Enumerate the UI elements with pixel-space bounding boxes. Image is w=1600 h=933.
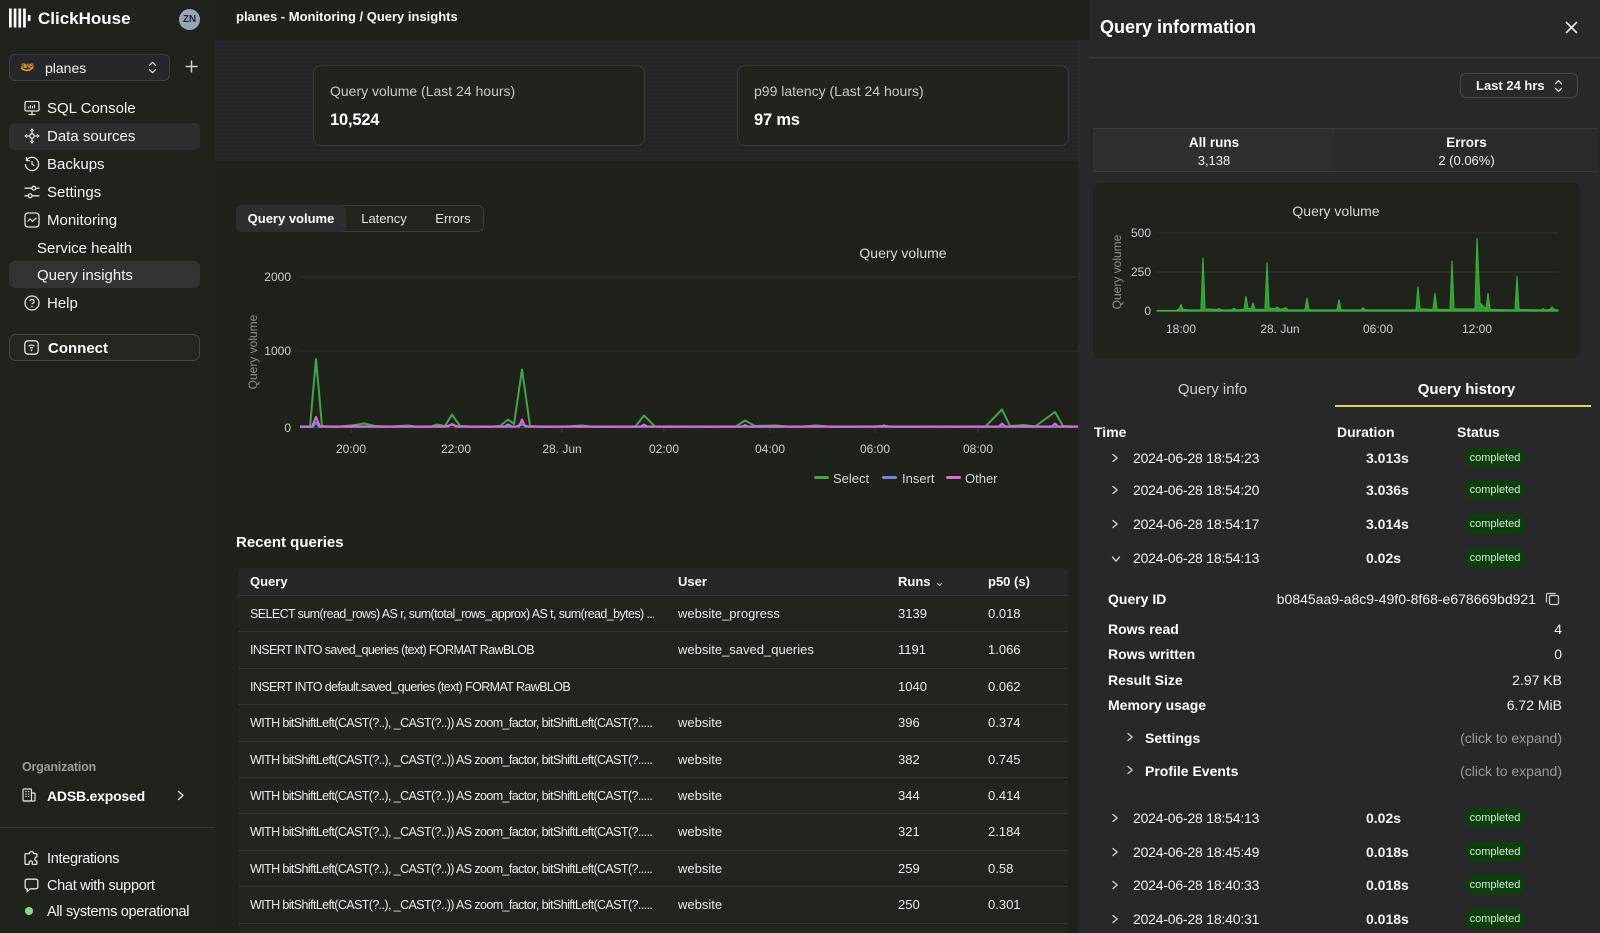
- svg-text:18:00: 18:00: [1166, 322, 1196, 336]
- svg-text:22:00: 22:00: [441, 442, 471, 456]
- svg-text:2000: 2000: [264, 270, 291, 284]
- svg-text:0: 0: [1144, 304, 1151, 318]
- svg-text:06:00: 06:00: [860, 442, 890, 456]
- svg-text:20:00: 20:00: [336, 442, 366, 456]
- svg-text:06:00: 06:00: [1363, 322, 1393, 336]
- svg-text:08:00: 08:00: [963, 442, 993, 456]
- svg-text:Select: Select: [833, 471, 870, 486]
- svg-text:500: 500: [1131, 226, 1151, 240]
- svg-text:1000: 1000: [264, 344, 291, 358]
- svg-text:0: 0: [284, 421, 291, 435]
- svg-text:Query volume: Query volume: [859, 245, 946, 261]
- svg-text:28. Jun: 28. Jun: [542, 442, 581, 456]
- svg-text:Insert: Insert: [902, 471, 935, 486]
- svg-text:12:00: 12:00: [1462, 322, 1492, 336]
- svg-text:28. Jun: 28. Jun: [1260, 322, 1299, 336]
- svg-text:Query volume: Query volume: [1292, 203, 1379, 219]
- svg-text:Other: Other: [965, 471, 998, 486]
- svg-text:Query volume: Query volume: [1110, 234, 1124, 309]
- svg-text:250: 250: [1131, 265, 1151, 279]
- svg-text:04:00: 04:00: [755, 442, 785, 456]
- svg-text:02:00: 02:00: [649, 442, 679, 456]
- svg-text:Query volume: Query volume: [246, 314, 260, 389]
